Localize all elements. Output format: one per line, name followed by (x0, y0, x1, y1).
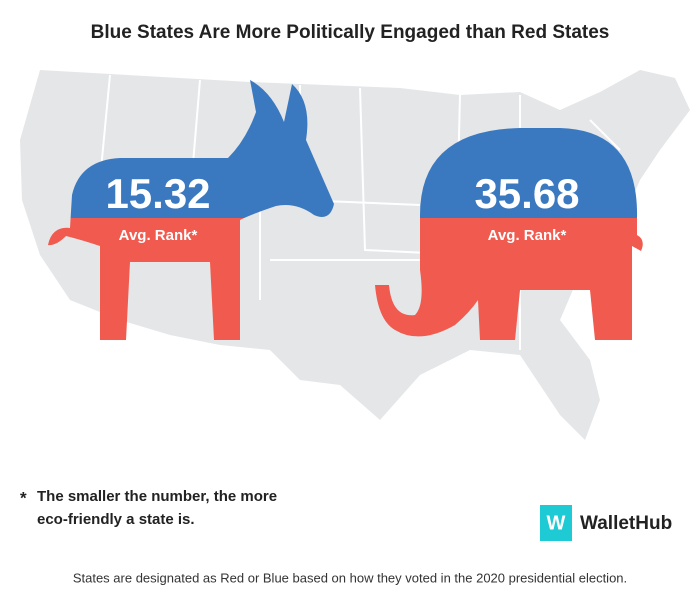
source: States are designated as Red or Blue bas… (73, 570, 627, 585)
footnote-line: eco-friendly a state is. (37, 511, 195, 528)
footnote-marker: * (20, 488, 27, 507)
red-value: 35.68 (474, 170, 579, 217)
blue-label: Avg. Rank* (119, 227, 198, 244)
blue-value: 15.32 (105, 170, 210, 217)
logo-mark-bg (540, 505, 572, 541)
logo-name: WalletHub (580, 513, 672, 534)
logo-mark: W (547, 512, 566, 534)
footnote-line: The smaller the number, the more (37, 488, 277, 505)
title: Blue States Are More Politically Engaged… (91, 22, 610, 43)
red-label: Avg. Rank* (488, 227, 567, 244)
